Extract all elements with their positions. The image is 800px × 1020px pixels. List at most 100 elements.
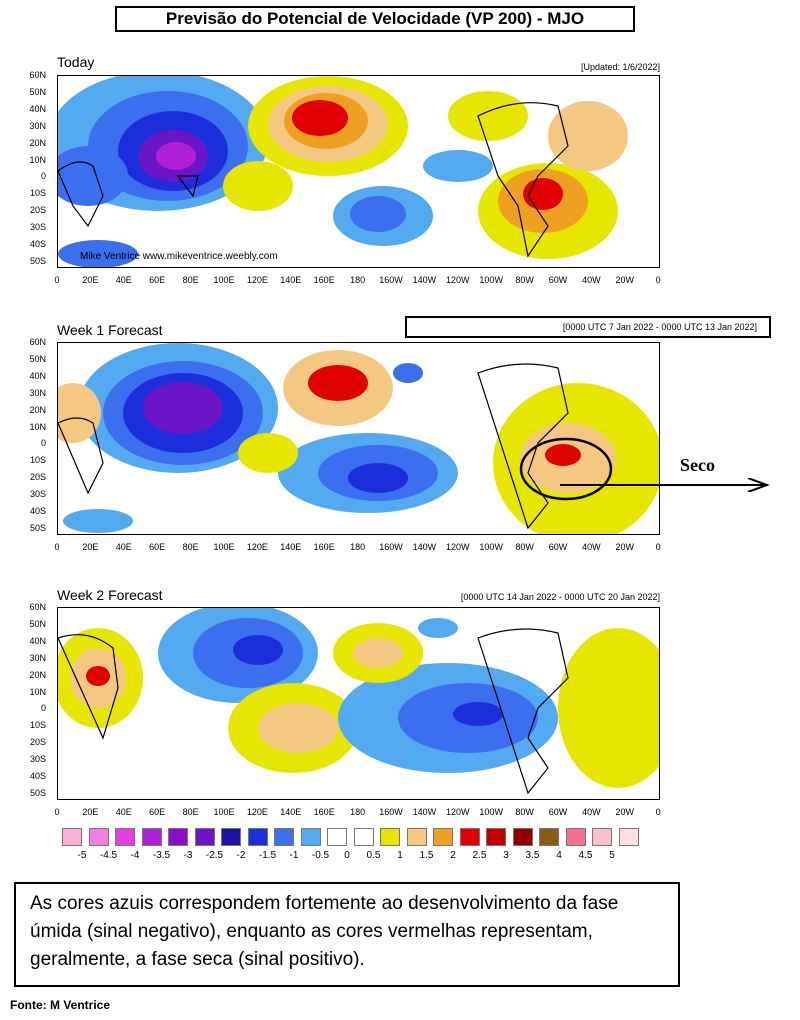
lat-tick-label: 50S — [29, 255, 46, 266]
lat-tick-label: 20S — [29, 737, 46, 748]
lon-tick-label: 160W — [379, 275, 403, 285]
panel-title: Week 2 Forecast — [57, 587, 163, 603]
legend-label: -1.5 — [258, 850, 277, 861]
lat-tick-label: 10S — [29, 188, 46, 199]
legend-swatch — [88, 828, 109, 846]
legend-label: 3 — [503, 850, 509, 861]
lon-tick-label: 140W — [412, 542, 437, 552]
lon-tick-label: 0 — [54, 275, 60, 285]
panel-subtitle: [0000 UTC 14 Jan 2022 - 0000 UTC 20 Jan … — [460, 592, 660, 602]
legend-label: 4.5 — [578, 850, 593, 861]
lon-tick-label: 80W — [515, 542, 534, 552]
lon-tick-label: 20W — [615, 275, 635, 285]
lon-tick-label: 0 — [655, 542, 661, 552]
lat-tick-label: 50S — [29, 522, 46, 533]
lon-tick-label: 80W — [515, 807, 534, 817]
lon-tick-label: 20W — [615, 807, 635, 817]
lat-tick-label: 40N — [29, 370, 46, 381]
legend-swatch — [618, 828, 639, 846]
lon-tick-label: 60W — [548, 275, 568, 285]
lon-tick-label: 140W — [412, 275, 437, 285]
legend-swatch — [141, 828, 162, 846]
lat-tick-label: 60N — [29, 337, 46, 347]
legend-label: 4 — [556, 850, 562, 861]
legend-swatch — [221, 828, 241, 846]
lat-tick-label: 30N — [29, 120, 46, 131]
legend-swatch — [380, 828, 400, 846]
lat-tick-label: 20N — [29, 137, 46, 148]
lat-tick-label: 20S — [29, 472, 46, 483]
lat-tick-label: 10N — [29, 154, 46, 165]
page-title: Previsão do Potencial de Velocidade (VP … — [115, 6, 635, 32]
lat-tick-label: 50N — [29, 353, 46, 364]
lat-tick-label: 20S — [29, 205, 46, 216]
legend-swatch — [274, 828, 294, 846]
legend-label: 2 — [450, 850, 456, 861]
lat-tick-label: 40S — [29, 239, 46, 249]
lat-tick-label: 30S — [29, 754, 46, 765]
legend-swatch — [300, 828, 321, 846]
lat-tick-label: 30N — [29, 652, 46, 663]
lat-tick-label: 50S — [29, 787, 46, 798]
legend-swatch — [353, 828, 374, 846]
lat-tick-label: 20N — [29, 404, 46, 415]
legend-label: -5 — [77, 850, 87, 861]
lon-tick-label: 120E — [246, 275, 268, 285]
vp200-map-week1 — [57, 342, 660, 535]
lon-tick-label: 160W — [379, 807, 403, 817]
legend-label: 2.5 — [472, 850, 487, 861]
lat-tick-label: 0 — [40, 703, 46, 714]
legend-label: 0 — [344, 850, 350, 861]
lon-tick-label: 80E — [182, 807, 199, 817]
lon-tick-label: 180 — [350, 542, 366, 552]
legend-label: 1.5 — [419, 850, 434, 861]
lat-tick-label: 40N — [29, 103, 46, 114]
lat-tick-label: 10N — [29, 686, 46, 697]
lon-tick-label: 100W — [479, 807, 503, 817]
lon-tick-label: 120W — [446, 542, 470, 552]
lon-tick-label: 100E — [213, 807, 235, 817]
lat-tick-label: 10S — [29, 455, 46, 466]
explanation-note: As cores azuis correspondem fortemente a… — [14, 882, 680, 987]
legend-label: 1 — [397, 850, 403, 861]
credit-text: Mike Ventrice www.mikeventrice.weebly.co… — [80, 251, 278, 262]
lon-tick-label: 40E — [115, 807, 132, 817]
legend-label: 5 — [609, 850, 615, 861]
lon-tick-label: 180 — [350, 275, 366, 285]
legend-label: -4 — [130, 850, 140, 861]
legend-swatch — [115, 828, 135, 846]
lat-tick-label: 30S — [29, 489, 46, 500]
lon-tick-label: 40W — [582, 542, 601, 552]
legend-swatch — [433, 828, 453, 846]
lon-tick-label: 0 — [54, 807, 60, 817]
legend-swatch — [486, 828, 506, 846]
lat-tick-label: 50N — [29, 86, 46, 97]
lat-tick-label: 60N — [29, 602, 46, 612]
legend-label: -2 — [236, 850, 246, 861]
legend-swatch — [168, 828, 188, 846]
legend-label: -3.5 — [152, 850, 171, 861]
lon-tick-label: 60W — [548, 542, 568, 552]
lon-tick-label: 40W — [582, 807, 601, 817]
lon-tick-label: 0 — [655, 807, 661, 817]
legend-label: -2.5 — [205, 850, 224, 861]
arrow-icon — [560, 478, 770, 492]
lon-tick-label: 20E — [82, 275, 99, 285]
lon-tick-label: 140E — [280, 275, 302, 285]
lon-tick-label: 40W — [582, 275, 601, 285]
lon-tick-label: 100W — [479, 542, 503, 552]
legend-swatch — [512, 828, 533, 846]
annotation-seco: Seco — [680, 455, 715, 475]
lon-tick-label: 20W — [615, 542, 635, 552]
lon-tick-label: 80E — [182, 275, 199, 285]
legend-swatch — [327, 828, 347, 846]
legend-swatch — [539, 828, 559, 846]
lon-tick-label: 60E — [149, 542, 166, 552]
lon-tick-label: 120W — [446, 807, 470, 817]
lat-tick-label: 40S — [29, 771, 46, 781]
lon-tick-label: 0 — [655, 275, 661, 285]
legend-swatch — [592, 828, 612, 846]
legend-label: 3.5 — [525, 850, 540, 861]
lon-tick-label: 140E — [280, 542, 302, 552]
lon-tick-label: 100E — [213, 275, 235, 285]
